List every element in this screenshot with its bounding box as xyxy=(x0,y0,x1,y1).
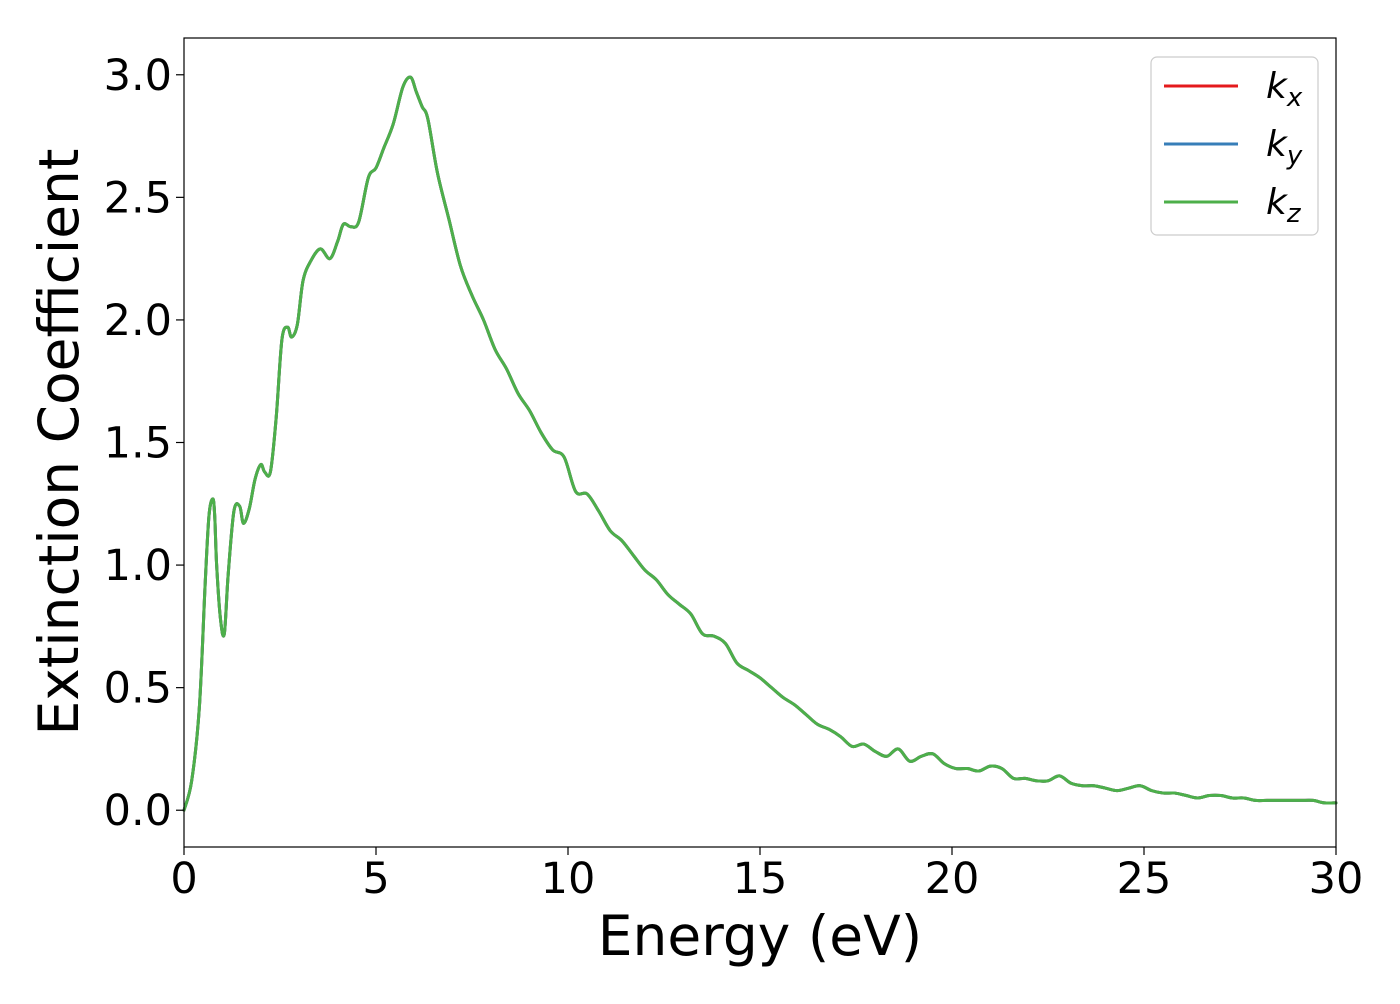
series-layer xyxy=(182,75,1338,812)
x-tick-label: 25 xyxy=(1117,854,1172,904)
x-axis-title: Energy (eV) xyxy=(598,904,922,968)
x-tick-label: 5 xyxy=(362,854,389,904)
series-line-kz xyxy=(182,75,1338,812)
y-tick-label: 0.5 xyxy=(104,664,172,714)
legend-label-kz: kz xyxy=(1266,182,1302,229)
y-tick-label: 1.5 xyxy=(104,419,172,469)
y-tick-label: 0.0 xyxy=(104,786,172,836)
x-tick-label: 10 xyxy=(541,854,596,904)
y-tick-label: 3.0 xyxy=(104,51,172,101)
y-tick-label: 2.5 xyxy=(104,173,172,223)
y-axis-ticks: 0.0 0.5 1.0 1.5 2.0 2.5 3.0 xyxy=(104,51,184,836)
legend-label-kx: kx xyxy=(1266,66,1303,113)
legend-label-ky: ky xyxy=(1266,124,1303,171)
x-axis-ticks: 0 5 10 15 20 25 30 xyxy=(170,847,1363,904)
legend-box xyxy=(1150,56,1319,236)
y-tick-label: 1.0 xyxy=(104,541,172,591)
x-tick-label: 30 xyxy=(1309,854,1364,904)
x-tick-label: 20 xyxy=(925,854,980,904)
x-tick-label: 15 xyxy=(733,854,788,904)
x-tick-label: 0 xyxy=(170,854,197,904)
y-axis-title: Extinction Coefficient xyxy=(27,149,91,736)
legend: kx ky kz xyxy=(1150,56,1319,236)
y-tick-label: 2.0 xyxy=(104,296,172,346)
